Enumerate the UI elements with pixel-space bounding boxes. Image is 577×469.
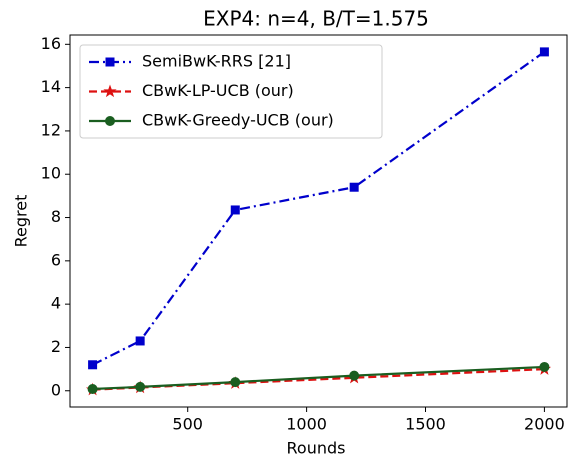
marker: [349, 182, 359, 192]
legend-label: CBwK-LP-UCB (our): [142, 81, 294, 100]
y-tick-label: 2: [51, 337, 61, 356]
plot-frame: [69, 34, 568, 408]
y-tick-label: 4: [51, 294, 61, 313]
legend-marker: [105, 116, 115, 126]
marker: [349, 370, 360, 381]
x-tick-label: 2000: [524, 415, 565, 434]
x-axis-label: Rounds: [287, 439, 346, 458]
legend-box: [79, 44, 383, 139]
marker: [539, 47, 549, 57]
marker: [135, 336, 145, 346]
legend-label: CBwK-Greedy-UCB (our): [142, 111, 334, 130]
y-tick-label: 12: [41, 120, 61, 139]
y-tick-label: 16: [41, 34, 61, 53]
series-line: [92, 365, 545, 391]
legend-label: SemiBwK-RRS [21]: [142, 52, 291, 71]
legend-marker: [103, 84, 117, 98]
x-tick-label: 1000: [286, 415, 327, 434]
marker: [230, 377, 241, 388]
y-tick-label: 8: [51, 207, 61, 226]
y-tick-label: 0: [51, 380, 61, 399]
marker: [539, 361, 550, 372]
y-tick-label: 14: [41, 77, 61, 96]
y-tick-label: 10: [41, 164, 61, 183]
marker: [87, 384, 98, 395]
y-tick-label: 6: [51, 250, 61, 269]
legend-marker: [105, 57, 115, 67]
marker: [230, 205, 240, 215]
marker: [88, 360, 98, 370]
x-tick-label: 1500: [405, 415, 446, 434]
marker: [135, 381, 146, 392]
y-axis-label: Regret: [12, 195, 31, 248]
x-tick-label: 500: [172, 415, 203, 434]
chart-title: EXP4: n=4, B/T=1.575: [203, 7, 429, 31]
